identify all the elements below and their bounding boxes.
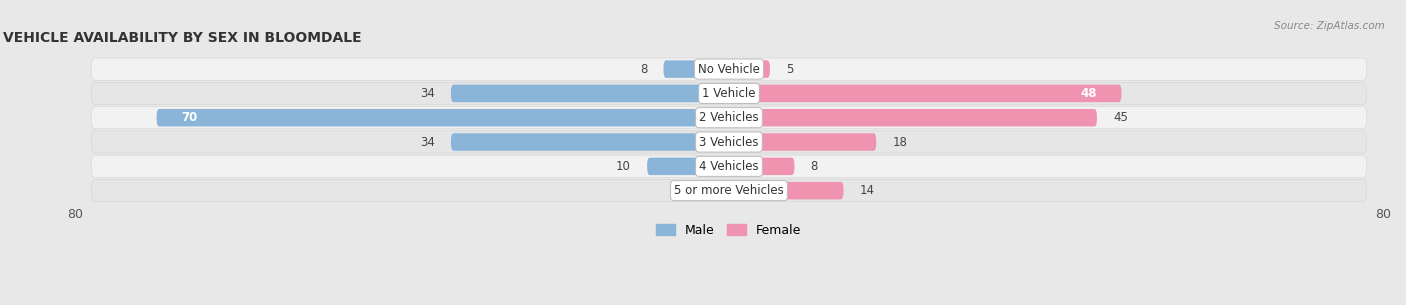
Text: 8: 8: [640, 63, 647, 76]
Text: 18: 18: [893, 135, 907, 149]
FancyBboxPatch shape: [728, 60, 770, 78]
Text: 1 Vehicle: 1 Vehicle: [702, 87, 755, 100]
FancyBboxPatch shape: [728, 133, 876, 151]
FancyBboxPatch shape: [156, 109, 730, 127]
FancyBboxPatch shape: [721, 182, 730, 199]
Text: 70: 70: [181, 111, 197, 124]
Text: 34: 34: [420, 87, 434, 100]
Text: 2 Vehicles: 2 Vehicles: [699, 111, 759, 124]
Text: 34: 34: [420, 135, 434, 149]
Text: 4 Vehicles: 4 Vehicles: [699, 160, 759, 173]
FancyBboxPatch shape: [91, 58, 1367, 80]
FancyBboxPatch shape: [728, 109, 1097, 127]
Text: Source: ZipAtlas.com: Source: ZipAtlas.com: [1274, 21, 1385, 31]
Text: 5 or more Vehicles: 5 or more Vehicles: [673, 184, 783, 197]
FancyBboxPatch shape: [91, 180, 1367, 202]
Text: 10: 10: [616, 160, 631, 173]
FancyBboxPatch shape: [647, 158, 730, 175]
Text: 8: 8: [811, 160, 818, 173]
Text: 1: 1: [697, 184, 704, 197]
FancyBboxPatch shape: [664, 60, 730, 78]
Text: VEHICLE AVAILABILITY BY SEX IN BLOOMDALE: VEHICLE AVAILABILITY BY SEX IN BLOOMDALE: [3, 31, 361, 45]
Text: 5: 5: [786, 63, 793, 76]
FancyBboxPatch shape: [728, 182, 844, 199]
FancyBboxPatch shape: [451, 85, 730, 102]
Text: 14: 14: [860, 184, 875, 197]
FancyBboxPatch shape: [451, 133, 730, 151]
FancyBboxPatch shape: [91, 155, 1367, 178]
FancyBboxPatch shape: [728, 85, 1122, 102]
FancyBboxPatch shape: [91, 82, 1367, 105]
FancyBboxPatch shape: [91, 131, 1367, 153]
Text: 45: 45: [1114, 111, 1128, 124]
Text: No Vehicle: No Vehicle: [697, 63, 759, 76]
FancyBboxPatch shape: [91, 107, 1367, 129]
Legend: Male, Female: Male, Female: [650, 218, 808, 243]
Text: 3 Vehicles: 3 Vehicles: [699, 135, 759, 149]
Text: 48: 48: [1080, 87, 1097, 100]
FancyBboxPatch shape: [728, 158, 794, 175]
